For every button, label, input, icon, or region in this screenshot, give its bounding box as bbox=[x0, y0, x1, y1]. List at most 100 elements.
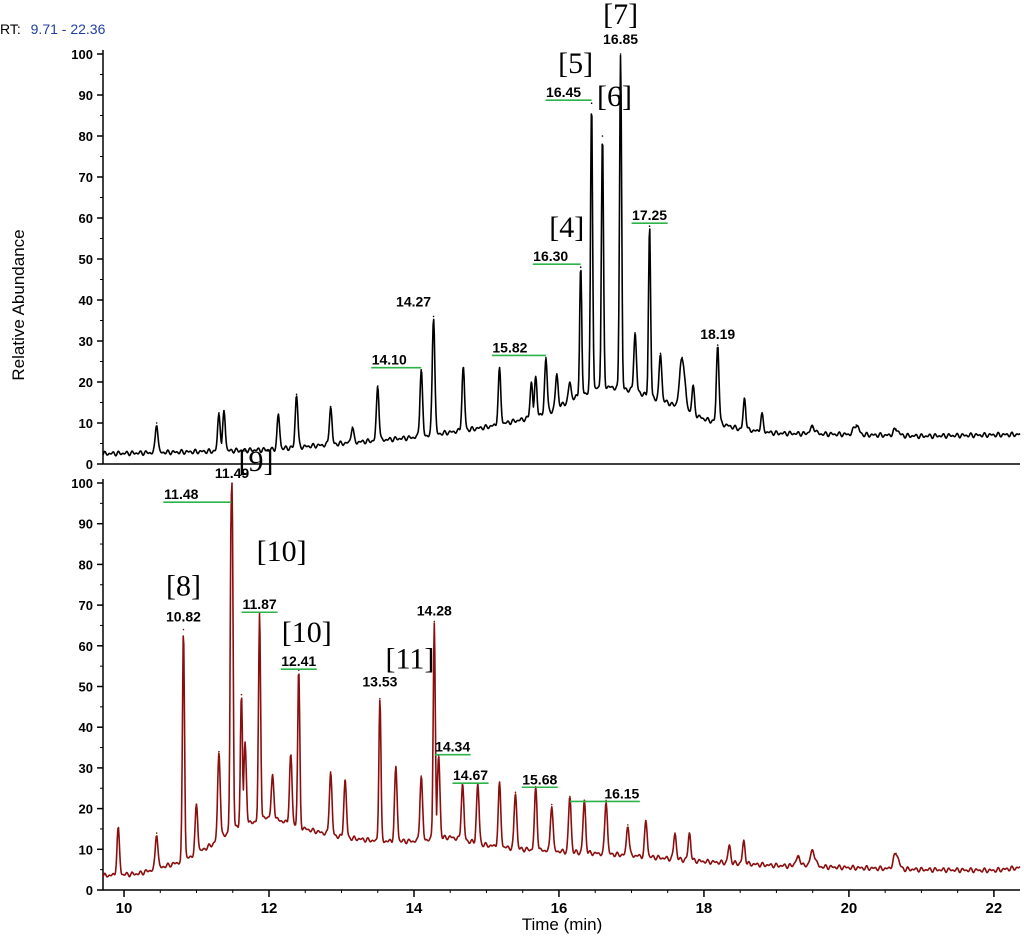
peak-apex-point bbox=[230, 494, 233, 497]
peak-apex-point bbox=[420, 368, 423, 371]
peak-apex-point bbox=[895, 852, 897, 855]
y-tick-label: 50 bbox=[79, 252, 93, 267]
peak-apex-point bbox=[395, 767, 397, 769]
y-tick-label: 100 bbox=[71, 476, 93, 491]
peak-rt-label: 14.27 bbox=[396, 293, 431, 309]
compound-number-label: [6] bbox=[597, 80, 632, 113]
peak-rt-label: 16.30 bbox=[533, 248, 568, 264]
x-tick-label: 20 bbox=[841, 900, 858, 917]
peak-apex-point bbox=[218, 411, 220, 414]
y-tick-label: 20 bbox=[79, 375, 93, 390]
peak-rt-label: 12.41 bbox=[281, 653, 316, 669]
peak-apex-point bbox=[811, 426, 814, 428]
top-chromatogram-panel: 0 10 20 30 40 50 60 70 80 90 100 14.10 14.27 15.82 16.… bbox=[71, 0, 1021, 472]
peak-rt-label: 14.10 bbox=[372, 352, 407, 368]
peak-apex-point bbox=[681, 356, 683, 359]
peak-rt-label: 18.19 bbox=[700, 326, 735, 342]
peak-rt-label: 13.53 bbox=[362, 674, 397, 690]
peak-apex-point bbox=[545, 356, 547, 359]
peak-apex-point bbox=[569, 795, 571, 798]
compound-number-label: [8] bbox=[166, 570, 201, 603]
peak-apex-point bbox=[223, 409, 225, 412]
peak-rt-label: 11.49 bbox=[215, 465, 249, 481]
peak-apex-point bbox=[569, 381, 571, 383]
peak-apex-point bbox=[895, 428, 897, 430]
peak-rt-label: 15.68 bbox=[522, 771, 557, 787]
peak-apex-point bbox=[433, 620, 436, 623]
peak-apex-point bbox=[534, 377, 537, 379]
peak-apex-point bbox=[432, 315, 435, 318]
peak-apex-point bbox=[329, 405, 332, 408]
compound-number-label: [11] bbox=[385, 643, 434, 676]
peak-rt-label: 14.67 bbox=[453, 767, 488, 783]
y-tick-label: 50 bbox=[79, 680, 93, 695]
y-tick-label: 60 bbox=[79, 211, 93, 226]
y-tick-label: 70 bbox=[79, 598, 93, 613]
y-tick-label: 80 bbox=[79, 557, 93, 572]
rt-range-value: 9.71 - 22.36 bbox=[31, 21, 106, 37]
peak-apex-point bbox=[155, 422, 158, 424]
peak-apex-point bbox=[530, 381, 533, 383]
y-tick-label: 80 bbox=[79, 129, 93, 144]
peak-apex-point bbox=[811, 850, 814, 853]
peak-apex-point bbox=[743, 397, 746, 400]
peak-apex-point bbox=[462, 366, 465, 369]
peak-rt-label: 17.25 bbox=[632, 207, 667, 223]
peak-apex-point bbox=[590, 102, 593, 104]
y-tick-label: 40 bbox=[79, 293, 93, 308]
y-tick-label: 10 bbox=[79, 416, 93, 431]
y-tick-label: 20 bbox=[79, 802, 93, 817]
peak-apex-point bbox=[195, 803, 198, 806]
peak-apex-point bbox=[376, 385, 379, 387]
peak-apex-point bbox=[379, 697, 381, 700]
compound-number-label: [10] bbox=[257, 535, 307, 568]
peak-apex-point bbox=[688, 832, 691, 834]
peak-apex-point bbox=[555, 373, 558, 375]
y-axis-title: Relative Abundance bbox=[9, 229, 28, 380]
peak-rt-label: 10.82 bbox=[166, 609, 201, 625]
peak-rt-label: 16.45 bbox=[546, 84, 581, 100]
peak-apex-point bbox=[550, 803, 553, 806]
peak-apex-point bbox=[295, 393, 298, 396]
rt-range-label: RT: 9.71 - 22.36 bbox=[0, 21, 106, 37]
peak-apex-point bbox=[420, 775, 423, 777]
peak-apex-point bbox=[240, 693, 243, 696]
peak-apex-point bbox=[579, 266, 582, 269]
peak-apex-point bbox=[674, 832, 676, 834]
peak-rt-label: 11.87 bbox=[242, 596, 276, 612]
peak-apex-point bbox=[277, 414, 280, 416]
x-tick-label: 12 bbox=[261, 900, 278, 917]
compound-number-label: [7] bbox=[603, 0, 638, 31]
peak-apex-point bbox=[344, 779, 346, 781]
peak-apex-point bbox=[271, 775, 274, 777]
y-tick-label: 30 bbox=[79, 334, 93, 349]
x-tick-label: 22 bbox=[986, 900, 1003, 917]
y-tick-label: 90 bbox=[79, 88, 93, 103]
y-tick-label: 90 bbox=[79, 517, 93, 532]
y-tick-label: 0 bbox=[86, 457, 93, 472]
peak-apex-point bbox=[659, 352, 662, 355]
peak-apex-point bbox=[692, 385, 694, 387]
peak-apex-point bbox=[855, 424, 857, 426]
peak-apex-point bbox=[218, 750, 220, 753]
peak-apex-point bbox=[634, 332, 636, 334]
peak-apex-point bbox=[648, 225, 651, 227]
y-tick-label: 40 bbox=[79, 720, 93, 735]
x-tick-label: 10 bbox=[116, 900, 133, 917]
y-tick-label: 60 bbox=[79, 639, 93, 654]
y-tick-label: 70 bbox=[79, 170, 93, 185]
peak-apex-point bbox=[498, 783, 501, 785]
peak-rt-label: 11.48 bbox=[164, 486, 198, 502]
chromatogram-trace bbox=[102, 482, 1021, 878]
chromatogram-trace bbox=[102, 54, 1021, 457]
peak-apex-point bbox=[182, 628, 185, 631]
peak-apex-point bbox=[514, 791, 517, 794]
peak-apex-point bbox=[619, 53, 622, 55]
peak-apex-point bbox=[289, 754, 292, 757]
rt-prefix: RT: bbox=[0, 21, 21, 37]
compound-number-label: [9] bbox=[239, 445, 274, 478]
peak-apex-point bbox=[797, 856, 799, 859]
x-tick-label: 18 bbox=[696, 900, 713, 917]
peak-apex-point bbox=[728, 844, 731, 847]
